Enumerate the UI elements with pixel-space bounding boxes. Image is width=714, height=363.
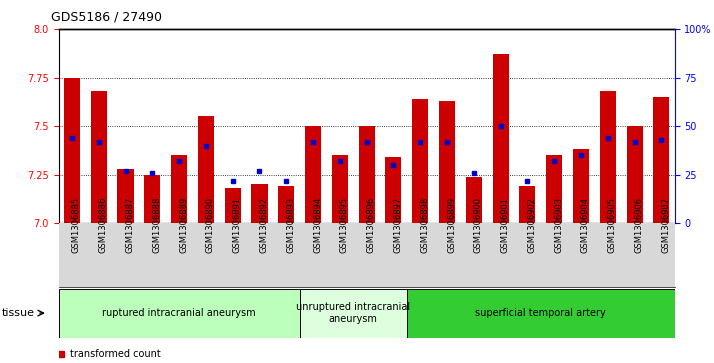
Text: GSM1306887: GSM1306887	[126, 197, 134, 253]
Text: GSM1306900: GSM1306900	[474, 197, 483, 253]
Text: GSM1306885: GSM1306885	[72, 197, 81, 253]
Bar	[171, 155, 187, 223]
Bar	[653, 97, 669, 223]
Bar	[626, 126, 643, 223]
Bar	[386, 157, 401, 223]
Text: GSM1306888: GSM1306888	[152, 197, 161, 253]
Bar	[466, 177, 482, 223]
Text: unruptured intracranial
aneurysm: unruptured intracranial aneurysm	[296, 302, 411, 324]
Text: GSM1306904: GSM1306904	[581, 197, 590, 253]
Bar	[278, 186, 294, 223]
Text: GSM1306894: GSM1306894	[313, 197, 322, 253]
Bar	[358, 126, 375, 223]
Bar	[439, 101, 455, 223]
Text: GSM1306890: GSM1306890	[206, 197, 215, 253]
Text: GSM1306886: GSM1306886	[99, 197, 108, 253]
Text: GSM1306907: GSM1306907	[661, 197, 670, 253]
Bar	[300, 289, 407, 338]
Bar	[91, 91, 107, 223]
Bar	[144, 175, 161, 223]
Text: GSM1306889: GSM1306889	[179, 197, 188, 253]
Text: GSM1306903: GSM1306903	[554, 197, 563, 253]
Text: GDS5186 / 27490: GDS5186 / 27490	[51, 11, 162, 24]
Bar	[600, 91, 615, 223]
Text: GSM1306892: GSM1306892	[259, 197, 268, 253]
Bar	[251, 184, 268, 223]
Text: GSM1306891: GSM1306891	[233, 197, 241, 253]
Text: GSM1306902: GSM1306902	[528, 197, 536, 253]
Text: ruptured intracranial aneurysm: ruptured intracranial aneurysm	[102, 308, 256, 318]
Bar	[519, 186, 536, 223]
Text: superficial temporal artery: superficial temporal artery	[476, 308, 606, 318]
Text: GSM1306898: GSM1306898	[421, 197, 429, 253]
Text: GSM1306899: GSM1306899	[447, 197, 456, 253]
Text: tissue: tissue	[1, 308, 34, 318]
Bar	[573, 150, 589, 223]
Text: GSM1306901: GSM1306901	[501, 197, 510, 253]
Bar	[59, 289, 300, 338]
Text: GSM1306895: GSM1306895	[340, 197, 349, 253]
Bar	[407, 289, 675, 338]
Text: transformed count: transformed count	[71, 349, 161, 359]
Bar	[412, 99, 428, 223]
Text: GSM1306897: GSM1306897	[393, 197, 403, 253]
Text: GSM1306905: GSM1306905	[608, 197, 617, 253]
Text: GSM1306893: GSM1306893	[286, 197, 296, 253]
Bar	[64, 78, 80, 223]
Bar	[198, 117, 214, 223]
Bar	[493, 54, 508, 223]
Bar	[225, 188, 241, 223]
Text: GSM1306906: GSM1306906	[635, 197, 643, 253]
Bar	[332, 155, 348, 223]
Bar	[118, 169, 134, 223]
Bar	[546, 155, 562, 223]
Text: GSM1306896: GSM1306896	[367, 197, 376, 253]
Bar	[305, 126, 321, 223]
